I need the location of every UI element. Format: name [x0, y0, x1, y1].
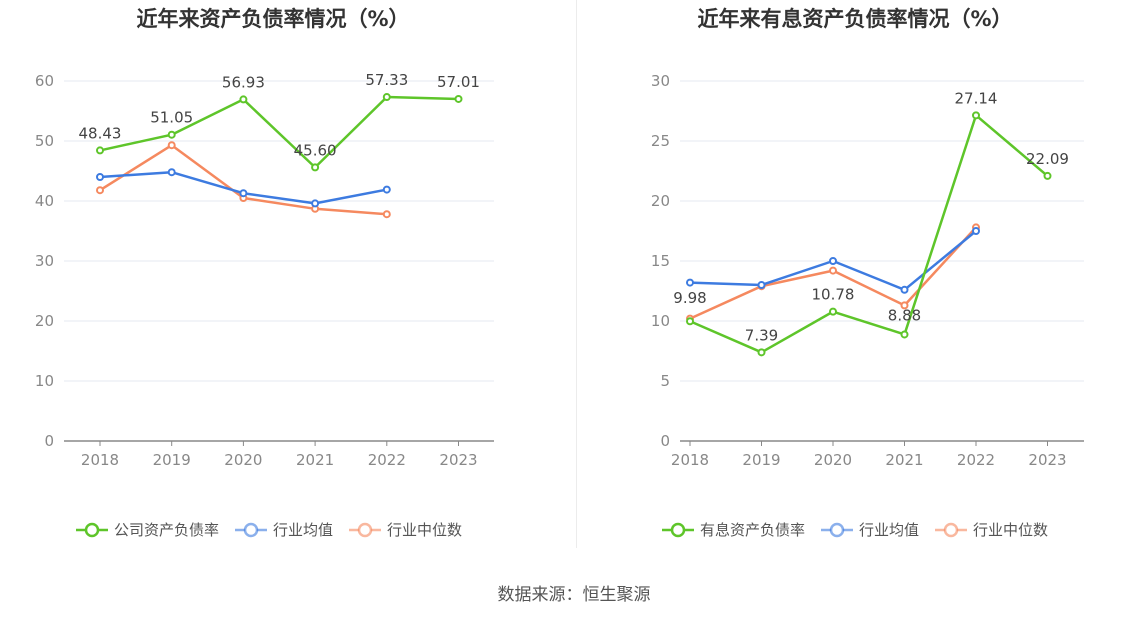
- x-tick-label: 2019: [742, 451, 780, 469]
- data-point-company: [1043, 171, 1052, 180]
- data-label: 45.60: [294, 141, 337, 159]
- y-tick-label: 30: [35, 252, 54, 270]
- x-tick-label: 2023: [1028, 451, 1066, 469]
- data-point-median: [900, 301, 909, 310]
- data-point-company: [311, 163, 320, 172]
- chart-panel-left: 近年来资产负债率情况（%） 0 10 20 30 40 50 60 2018 2019 2020 20…: [0, 0, 574, 560]
- data-point-avg: [239, 189, 248, 198]
- data-point-avg: [829, 257, 837, 265]
- data-label: 22.09: [1026, 150, 1069, 168]
- legend-item-company: 有息资产负债率: [662, 521, 805, 539]
- series-line-company: [99, 95, 459, 169]
- data-label: 9.98: [673, 289, 706, 307]
- data-point-median: [96, 186, 104, 195]
- data-point-company: [829, 307, 837, 316]
- data-source-note: 数据来源：恒生聚源: [497, 585, 651, 605]
- data-label: 8.88: [888, 306, 921, 324]
- chart-title: 近年来有息资产负债率情况（%）: [697, 7, 1012, 31]
- data-point-company: [96, 146, 104, 155]
- legend-marker: [943, 522, 959, 538]
- y-tick-label: 30: [651, 72, 670, 90]
- chart-title: 近年来资产负债率情况（%）: [136, 7, 409, 31]
- legend-item-median: 行业中位数: [935, 521, 1048, 539]
- x-tick-label: 2023: [439, 451, 477, 469]
- y-tick-label: 15: [651, 252, 670, 270]
- y-tick-label: 5: [660, 372, 670, 390]
- data-point-company: [972, 111, 980, 120]
- legend-item-avg: 行业均值: [235, 521, 333, 539]
- x-tick-label: 2020: [814, 451, 852, 469]
- x-tick-label: 2022: [957, 451, 995, 469]
- legend-label: 行业中位数: [973, 521, 1048, 539]
- y-tick-label: 10: [651, 312, 670, 330]
- data-point-company: [167, 130, 176, 139]
- y-tick-label: 0: [660, 432, 670, 450]
- x-tick-label: 2021: [296, 451, 334, 469]
- series-line-median: [99, 143, 387, 216]
- legend-label: 行业均值: [273, 521, 333, 539]
- data-point-avg: [900, 285, 909, 294]
- legend-marker: [670, 522, 686, 538]
- legend-label: 有息资产负债率: [700, 521, 805, 539]
- data-label: 57.33: [365, 71, 408, 89]
- legend-marker: [243, 522, 259, 538]
- legend-marker: [84, 522, 100, 538]
- data-point-avg: [686, 278, 694, 287]
- data-point-median: [382, 210, 391, 219]
- data-point-company: [900, 330, 909, 339]
- chart-interest-debt-ratio: 近年来有息资产负债率情况（%） 0 5 10 15 20 25 30 2018 2019 2020 2…: [651, 7, 1084, 539]
- data-point-company: [382, 93, 391, 102]
- y-tick-label: 40: [35, 192, 54, 210]
- legend-item-median: 行业中位数: [349, 521, 462, 539]
- data-label: 56.93: [222, 73, 265, 91]
- chart-panel-right: 近年来有息资产负债率情况（%） 0 5 10 15 20 25 30 2018 2019 2020 2…: [574, 0, 1148, 560]
- legend-marker: [357, 522, 373, 538]
- data-label: 27.14: [955, 89, 998, 107]
- data-point-avg: [311, 199, 320, 208]
- data-point-company: [454, 94, 463, 103]
- data-point-company: [239, 95, 248, 104]
- data-point-avg: [167, 168, 176, 177]
- y-tick-label: 10: [35, 372, 54, 390]
- chart-debt-ratio: 近年来资产负债率情况（%） 0 10 20 30 40 50 60 2018 2019 2020 20…: [35, 7, 494, 539]
- x-tick-label: 2020: [224, 451, 262, 469]
- y-tick-label: 0: [44, 432, 54, 450]
- y-tick-label: 60: [35, 72, 54, 90]
- x-tick-label: 2022: [368, 451, 406, 469]
- x-tick-label: 2019: [153, 451, 191, 469]
- legend-item-company: 公司资产负债率: [76, 521, 219, 539]
- data-label: 48.43: [79, 124, 122, 142]
- data-point-avg: [757, 281, 766, 289]
- data-point-company: [757, 348, 766, 357]
- data-label: 10.78: [812, 286, 855, 304]
- data-point-company: [686, 317, 694, 326]
- data-point-median: [829, 266, 837, 275]
- y-tick-label: 20: [35, 312, 54, 330]
- y-tick-label: 25: [651, 132, 670, 150]
- x-tick-label: 2021: [885, 451, 923, 469]
- data-label: 57.01: [437, 73, 480, 91]
- legend-label: 行业中位数: [387, 521, 462, 539]
- legend-marker: [829, 522, 845, 538]
- data-label: 51.05: [150, 109, 193, 127]
- x-tick-label: 2018: [671, 451, 709, 469]
- data-point-median: [167, 141, 176, 150]
- legend-label: 行业均值: [859, 521, 919, 539]
- series-line-company: [689, 114, 1049, 354]
- legend-item-avg: 行业均值: [821, 521, 919, 539]
- y-tick-label: 20: [651, 192, 670, 210]
- data-point-avg: [382, 185, 391, 194]
- data-point-avg: [972, 227, 980, 235]
- y-tick-label: 50: [35, 132, 54, 150]
- data-point-avg: [96, 173, 104, 181]
- legend-label: 公司资产负债率: [114, 521, 219, 539]
- data-label: 7.39: [745, 326, 778, 344]
- panel-divider: [576, 0, 577, 548]
- x-tick-label: 2018: [81, 451, 119, 469]
